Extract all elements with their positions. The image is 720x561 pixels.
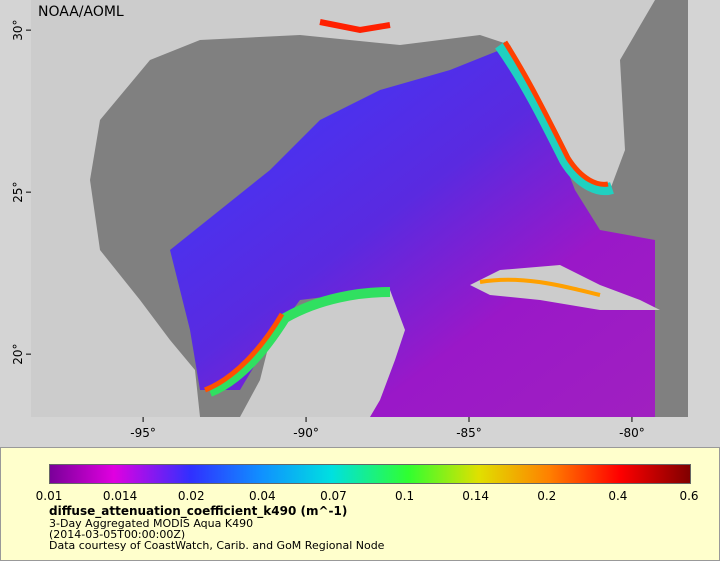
x-tick-label: -95° <box>130 426 156 440</box>
coastal-band <box>319 19 391 34</box>
caption-line: (2014-03-05T00:00:00Z) <box>49 528 186 541</box>
coastal-band <box>204 312 285 393</box>
y-tick-label: 30° <box>11 19 25 40</box>
colorbar-label: 0.01 <box>35 489 63 503</box>
colorbar-label: 0.14 <box>462 489 490 503</box>
colorbar-label: 0.02 <box>177 489 205 503</box>
colorbar-label: 0.07 <box>320 489 347 503</box>
attribution: NOAA/AOML <box>38 4 124 20</box>
caption-line: 3-Day Aggregated MODIS Aqua K490 <box>49 517 254 530</box>
colorbar <box>49 464 691 484</box>
caption-title: diffuse_attenuation_coefficient_k490 (m^… <box>49 504 348 518</box>
x-tick-label: -80° <box>619 426 645 440</box>
caption-line: Data courtesy of CoastWatch, Carib. and … <box>49 539 385 552</box>
frame <box>688 0 720 417</box>
land <box>240 290 405 417</box>
colorbar-label: 0.6 <box>679 489 699 503</box>
x-tick-label: -90° <box>293 426 319 440</box>
k490-field <box>170 50 655 417</box>
coastal-band <box>479 277 601 297</box>
y-tick-label: 25° <box>11 181 25 202</box>
coastal-band <box>502 40 609 187</box>
colorbar-label: 0.1 <box>395 489 415 503</box>
coastal-band <box>207 287 391 397</box>
colorbar-label: 0.014 <box>102 489 138 503</box>
x-tick-label: -85° <box>456 426 482 440</box>
colorbar-label: 0.4 <box>608 489 628 503</box>
colorbar-label: 0.2 <box>537 489 557 503</box>
coastal-band <box>495 41 614 195</box>
y-tick-label: 20° <box>11 344 25 365</box>
legend-panel: diffuse_attenuation_coefficient_k490 (m^… <box>0 447 720 561</box>
colorbar-label: 0.04 <box>248 489 276 503</box>
map: NOAA/AOML -95° -90° -85° -80° 30° 25° 20° <box>11 0 720 440</box>
